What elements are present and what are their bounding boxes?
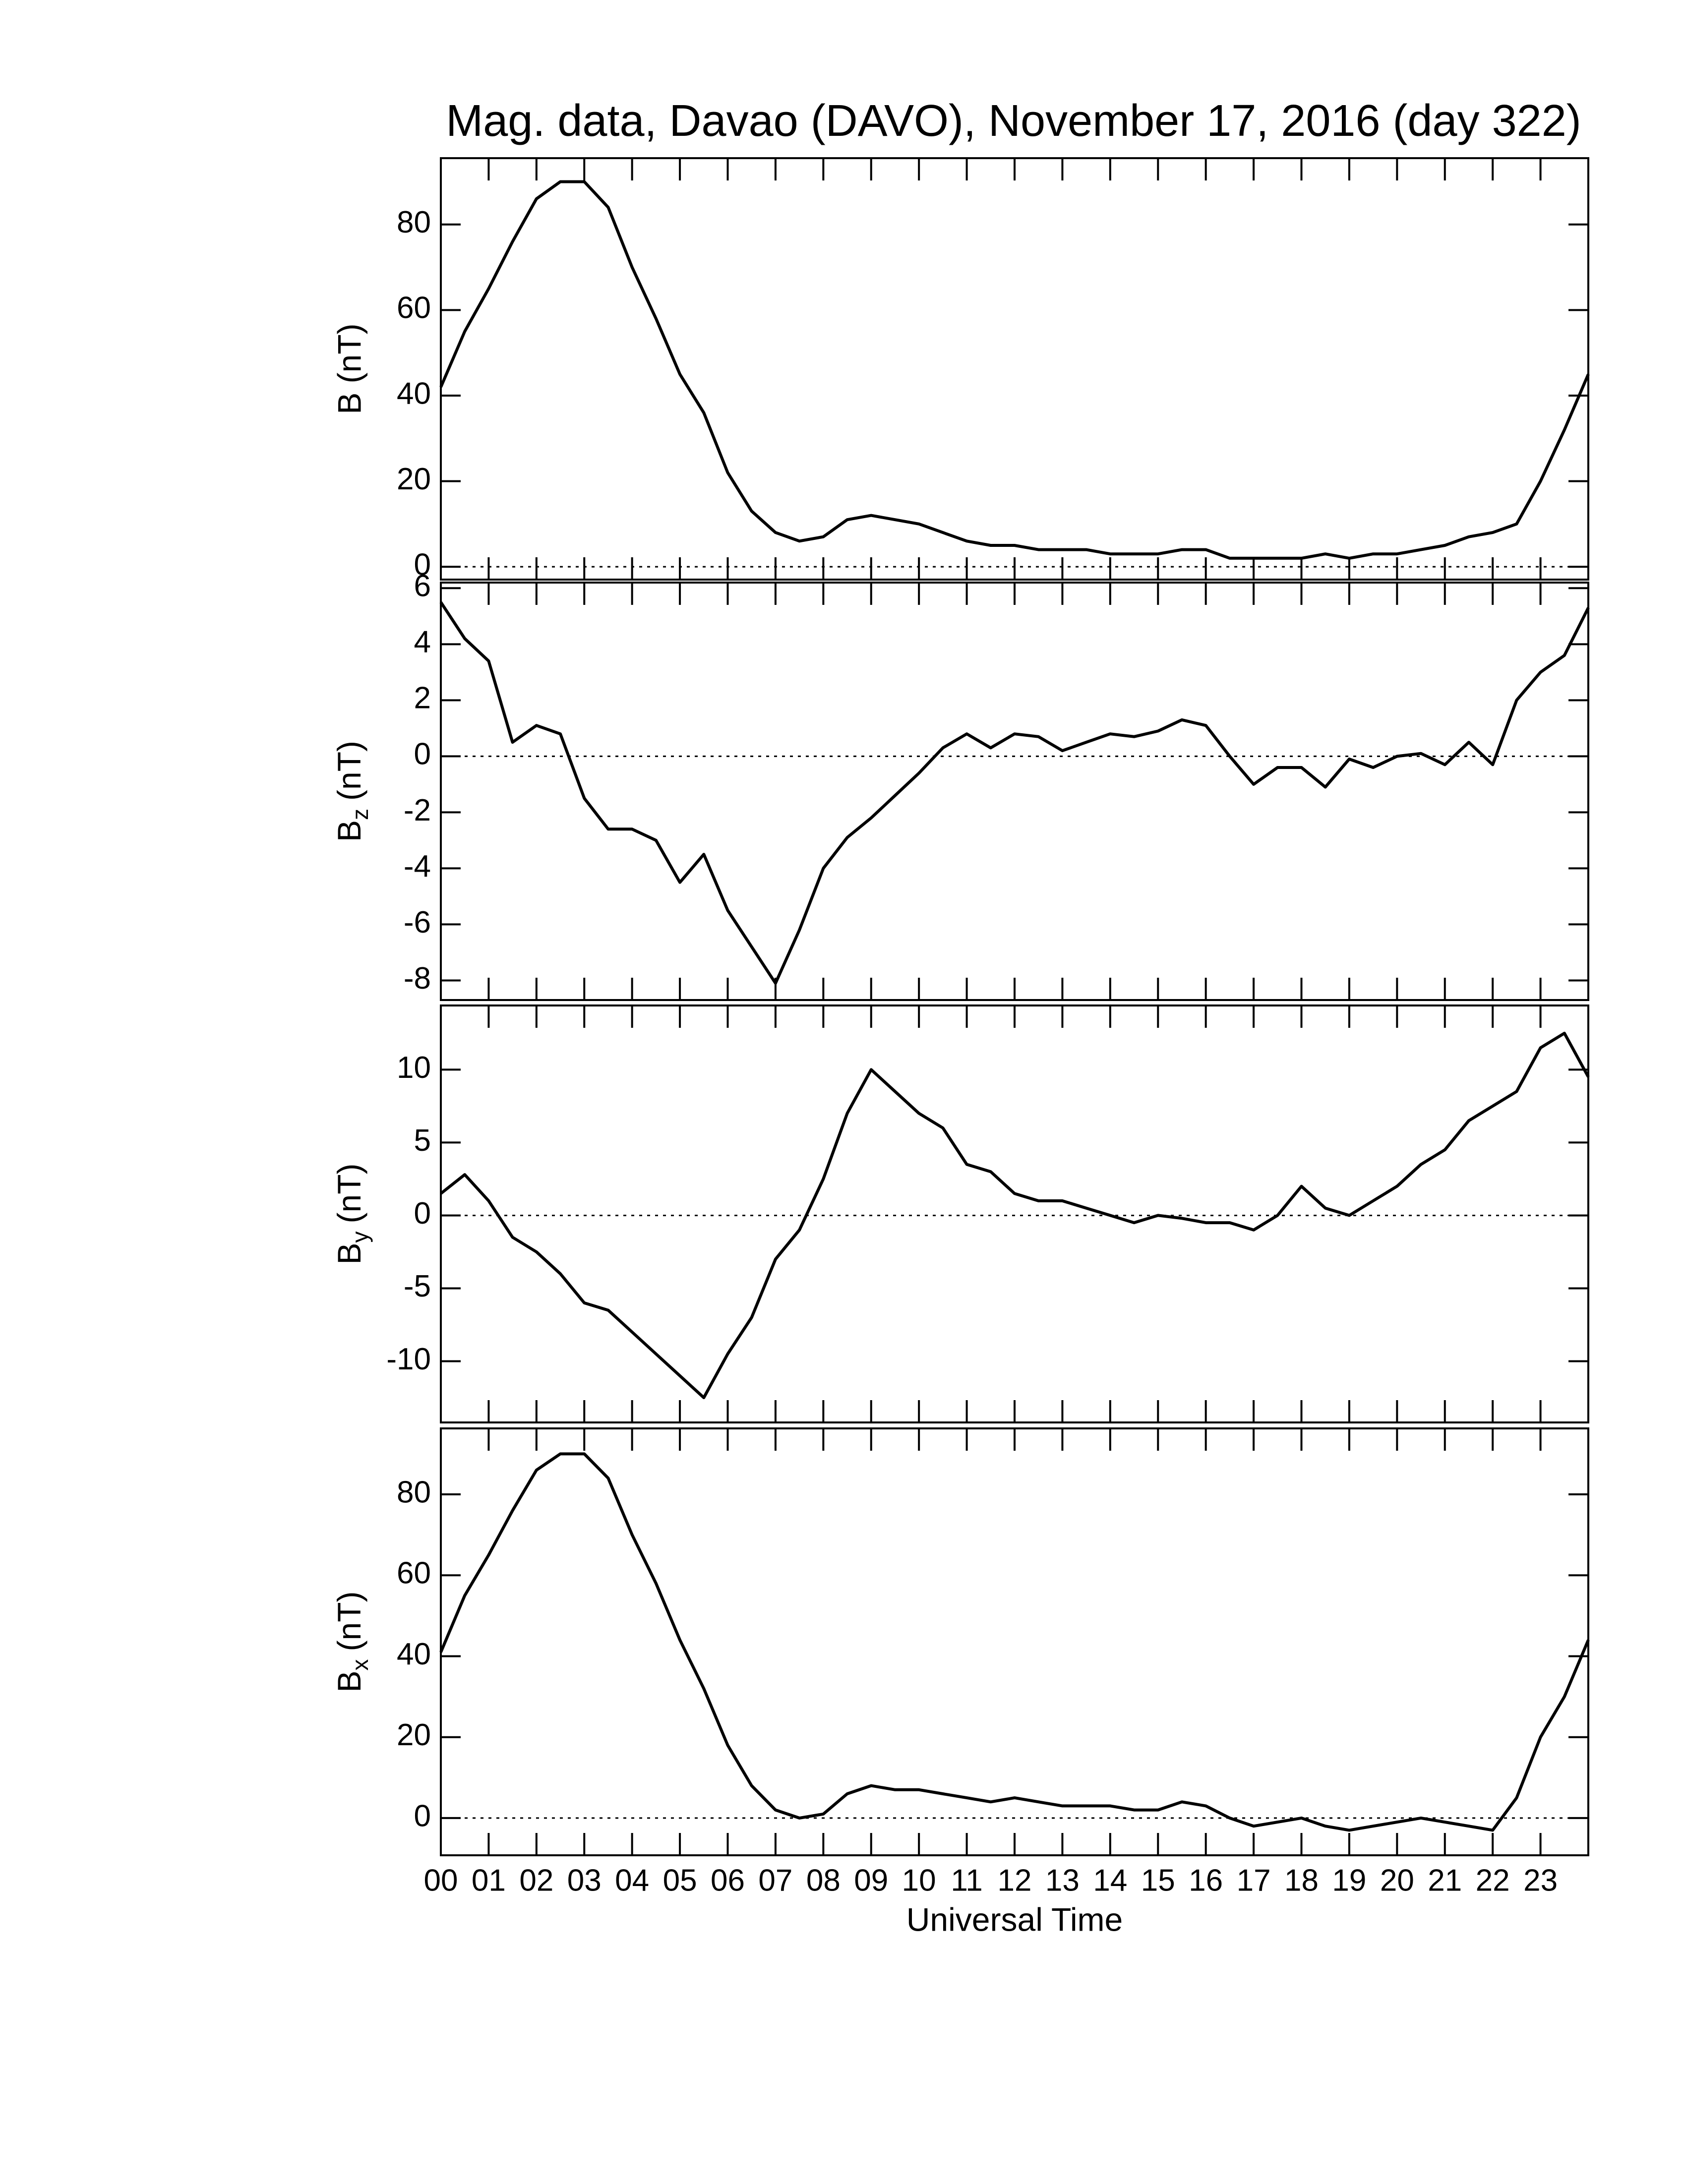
chart-title: Mag. data, Davao (DAVO), November 17, 20… [446,96,1581,146]
y-axis-label: Bz (nT) [331,741,373,842]
y-tick-label: 0 [414,1196,431,1231]
y-tick-label: -8 [404,961,431,996]
y-tick-label: 20 [397,462,431,496]
y-tick-label: 10 [397,1051,431,1085]
x-tick-label: 13 [1045,1863,1080,1897]
y-tick-label: -2 [404,793,431,827]
y-tick-label: 6 [414,569,431,603]
x-tick-label: 02 [519,1863,553,1897]
y-axis-label: Bx (nT) [331,1591,373,1692]
x-tick-label: 12 [998,1863,1032,1897]
y-tick-label: 0 [414,1799,431,1833]
y-tick-label: 0 [414,547,431,582]
y-axis-label: By (nT) [331,1163,373,1264]
x-tick-label: 15 [1141,1863,1175,1897]
x-tick-label: 23 [1523,1863,1558,1897]
y-axis-label-subscript: z [347,809,373,820]
y-axis-label-main: B [331,1670,367,1692]
x-tick-label: 16 [1189,1863,1223,1897]
x-tick-label: 01 [472,1863,506,1897]
x-tick-label: 14 [1093,1863,1127,1897]
y-axis-label-unit: (nT) [331,1591,367,1651]
x-tick-label: 07 [758,1863,792,1897]
y-tick-label: 40 [397,1637,431,1671]
y-tick-label: 80 [397,205,431,239]
x-tick-label: 19 [1332,1863,1366,1897]
x-tick-label: 06 [711,1863,745,1897]
y-tick-label: 20 [397,1718,431,1752]
x-tick-label: 17 [1237,1863,1271,1897]
y-tick-label: -10 [386,1342,431,1376]
y-axis-label: B (nT) [331,323,367,414]
y-tick-label: 2 [414,681,431,715]
y-tick-label: -5 [404,1269,431,1303]
y-axis-label-unit: (nT) [331,741,367,801]
x-tick-label: 11 [951,1863,982,1897]
y-tick-label: -4 [404,849,431,884]
x-tick-label: 21 [1428,1863,1462,1897]
y-tick-label: 60 [397,1556,431,1591]
x-tick-label: 22 [1476,1863,1510,1897]
x-tick-label: 00 [424,1863,458,1897]
y-tick-label: 4 [414,625,431,659]
y-axis-label-subscript: x [347,1659,373,1670]
y-tick-label: -6 [404,905,431,940]
y-tick-label: 0 [414,737,431,771]
x-tick-label: 09 [854,1863,888,1897]
x-tick-label: 18 [1284,1863,1319,1897]
data-line [439,180,1590,560]
y-tick-label: 5 [414,1123,431,1158]
data-line [439,1452,1590,1832]
y-tick-label: 40 [397,376,431,411]
x-tick-label: 05 [663,1863,697,1897]
y-axis-label-subscript: y [347,1231,373,1242]
x-tick-label: 20 [1380,1863,1414,1897]
y-axis-label-unit: (nT) [331,1163,367,1223]
data-line [440,1031,1590,1399]
x-tick-label: 10 [902,1863,936,1897]
y-axis-label-main: B [331,820,367,842]
x-tick-label: 08 [806,1863,841,1897]
y-tick-label: 80 [397,1475,431,1509]
x-axis-label: Universal Time [906,1901,1123,1938]
x-tick-label: 03 [567,1863,602,1897]
y-axis-label-main: B [331,1242,367,1264]
x-tick-label: 04 [615,1863,649,1897]
data-line [439,601,1590,985]
y-tick-label: 60 [397,291,431,325]
